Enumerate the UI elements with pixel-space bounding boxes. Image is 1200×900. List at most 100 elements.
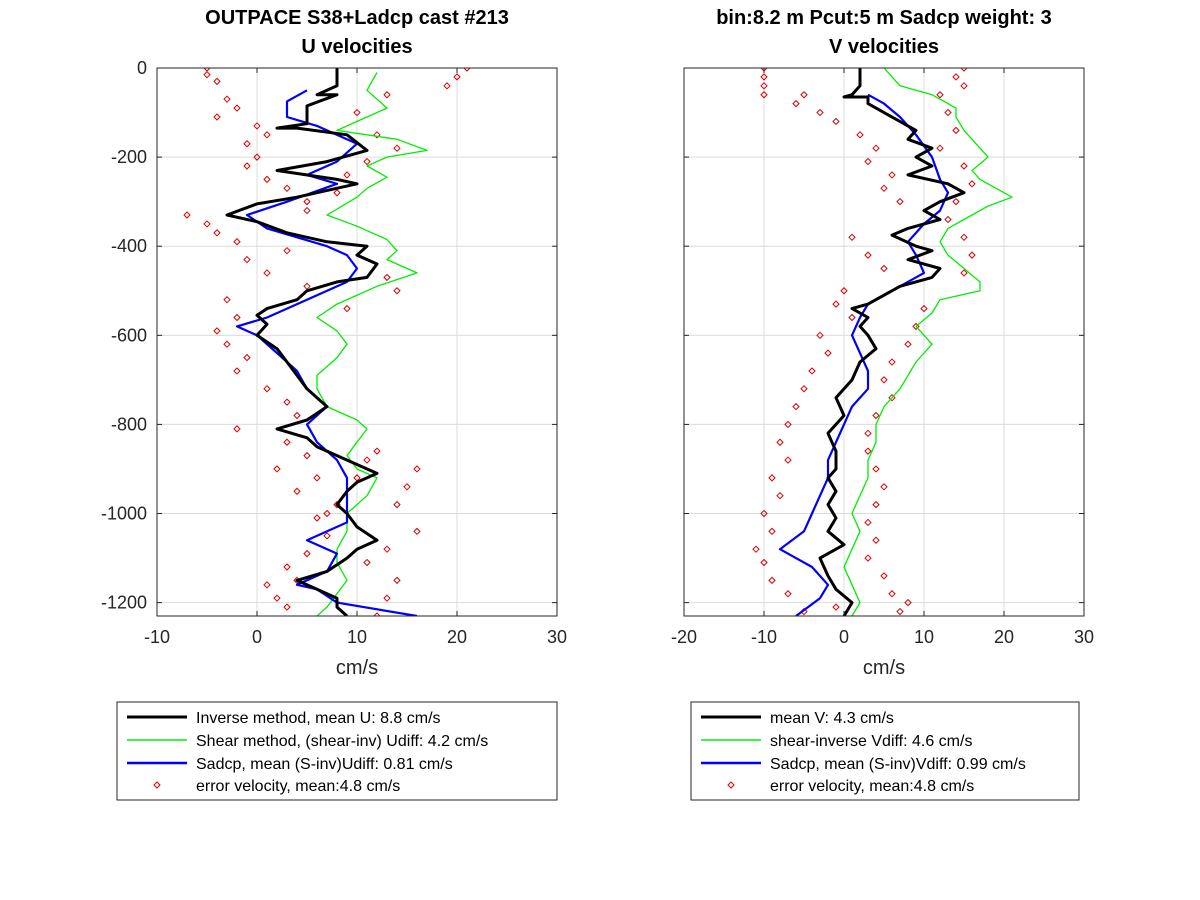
u-error-velocity-point xyxy=(243,353,251,362)
u-error-velocity-point xyxy=(183,211,191,219)
v-error-velocity-point xyxy=(952,126,960,135)
v-error-velocity-point xyxy=(968,180,976,188)
u-error-velocity-point xyxy=(263,175,271,184)
v-error-velocity-point xyxy=(960,269,968,277)
v-error-velocity-point xyxy=(904,598,912,607)
v-inverse-line xyxy=(818,68,966,616)
u-error-velocity-point xyxy=(303,206,311,215)
v-legend-label-error: error velocity, mean:4.8 cm/s xyxy=(770,778,974,795)
v-axes-box xyxy=(683,67,1085,617)
v-error-velocity-point xyxy=(848,233,856,242)
v-plot-area xyxy=(684,68,1084,616)
u-y-tick-label: -600 xyxy=(111,325,147,345)
u-y-tick-label: 0 xyxy=(137,58,147,78)
u-error-velocity-point xyxy=(373,131,381,139)
u-error-velocity-point xyxy=(233,313,241,322)
v-error-velocity-point xyxy=(792,99,800,108)
u-error-velocity-point xyxy=(263,581,271,589)
v-legend: mean V: 4.3 cm/s shear-inverse Vdiff: 4.… xyxy=(690,701,1080,801)
u-error-velocity-point xyxy=(393,500,401,509)
u-error-velocity-point xyxy=(363,157,371,166)
u-error-velocity-point xyxy=(233,425,241,433)
u-x-tick-label: 20 xyxy=(447,627,467,647)
u-error-velocity-point xyxy=(373,612,381,616)
v-error-velocity-point xyxy=(872,411,880,420)
v-error-velocity-point xyxy=(848,313,856,322)
u-error-velocity-point xyxy=(233,104,241,112)
u-error-velocity-point xyxy=(383,273,391,282)
v-error-velocity-point xyxy=(816,108,824,117)
u-error-velocity-point xyxy=(383,594,391,602)
u-panel-subtitle: U velocities xyxy=(301,36,412,58)
u-error-velocity-point xyxy=(263,385,271,393)
u-error-velocity-point xyxy=(333,189,341,197)
u-error-velocity-point xyxy=(323,532,331,540)
u-error-velocity-point xyxy=(203,220,211,228)
v-error-velocity-point xyxy=(888,171,896,179)
v-error-velocity-point xyxy=(872,500,880,509)
u-error-velocity-point xyxy=(393,287,401,295)
u-error-velocity-point xyxy=(383,91,391,99)
u-error-velocity-point xyxy=(413,527,421,536)
v-error-velocity-point xyxy=(888,590,896,598)
v-x-tick-label: 30 xyxy=(1074,627,1094,647)
u-x-tick-label: 10 xyxy=(347,627,367,647)
u-error-velocity-point xyxy=(363,558,371,567)
u-error-velocity-point xyxy=(453,73,461,81)
u-error-velocity-point xyxy=(213,327,221,335)
v-error-velocity-point xyxy=(760,91,768,99)
v-error-velocity-point xyxy=(920,304,928,313)
u-series-group xyxy=(183,68,471,616)
u-error-velocity-point xyxy=(273,594,281,602)
u-y-tick-label: -200 xyxy=(111,147,147,167)
v-error-velocity-point xyxy=(944,215,952,224)
v-error-velocity-point xyxy=(776,438,784,446)
u-legend-label-inverse: Inverse method, mean U: 8.8 cm/s xyxy=(196,710,441,727)
v-error-velocity-point xyxy=(864,554,872,562)
v-error-velocity-point xyxy=(888,358,896,366)
v-legend-label-mean: mean V: 4.3 cm/s xyxy=(770,710,894,727)
u-error-velocity-point xyxy=(403,483,411,491)
u-error-velocity-point xyxy=(443,82,451,90)
v-error-velocity-point xyxy=(888,393,896,402)
u-error-velocity-point xyxy=(343,304,351,313)
v-data-layer xyxy=(752,68,1013,616)
v-error-velocity-point xyxy=(960,162,968,170)
u-error-velocity-point xyxy=(293,487,301,495)
u-x-tick-label: 30 xyxy=(547,627,567,647)
u-error-velocity-point xyxy=(283,246,291,255)
u-y-tick-label: -1200 xyxy=(101,593,147,613)
u-error-velocity-point xyxy=(203,70,211,79)
u-error-velocity-point xyxy=(263,131,271,139)
u-error-velocity-point xyxy=(283,398,291,406)
u-error-velocity-point xyxy=(243,162,251,170)
v-error-velocity-point xyxy=(784,590,792,598)
v-error-velocity-point xyxy=(776,491,784,500)
u-legend-box xyxy=(116,701,558,801)
u-error-velocity-point xyxy=(263,269,271,277)
v-error-velocity-point xyxy=(944,108,952,117)
v-error-velocity-point xyxy=(936,144,944,152)
v-error-velocity-point xyxy=(760,73,768,81)
v-error-velocity-point xyxy=(936,91,944,99)
u-error-velocity-point xyxy=(223,95,231,103)
v-error-velocity-point xyxy=(864,447,872,455)
v-error-velocity-point xyxy=(872,536,880,544)
v-error-velocity-point xyxy=(824,349,832,357)
v-error-velocity-point xyxy=(880,483,888,491)
v-grid xyxy=(684,68,1084,616)
u-data-layer xyxy=(183,68,471,616)
u-error-velocity-point xyxy=(383,545,391,553)
u-error-velocity-point xyxy=(303,549,311,558)
u-x-tick-label: 0 xyxy=(252,627,262,647)
v-error-velocity-point xyxy=(896,607,904,616)
u-error-velocity-point xyxy=(223,295,231,304)
u-error-velocity-point xyxy=(223,340,231,348)
v-shear-line xyxy=(843,68,1013,616)
v-error-velocity-point xyxy=(864,157,872,166)
v-legend-label-sadcp: Sadcp, mean (S-inv)Vdiff: 0.99 cm/s xyxy=(770,756,1026,773)
v-error-velocity-point xyxy=(896,197,904,206)
v-error-velocity-point xyxy=(864,251,872,259)
v-error-velocity-point xyxy=(960,233,968,242)
v-x-tick-label: 20 xyxy=(994,627,1014,647)
